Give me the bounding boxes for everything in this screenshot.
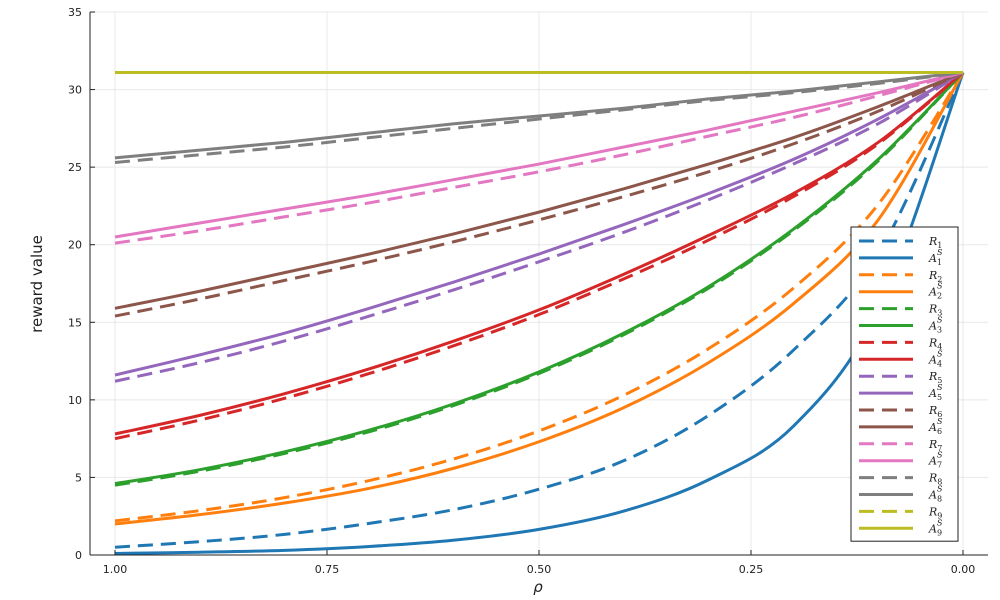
y-tick-label: 5 [75, 471, 82, 484]
x-axis-label: ρ [533, 578, 543, 596]
series-line-a-8-s [114, 71, 964, 160]
y-tick-label: 15 [68, 316, 82, 329]
series-line-r-5 [114, 71, 964, 383]
y-tick-label: 30 [68, 84, 82, 97]
legend-entry-label: R2 [928, 269, 942, 284]
series-line-a-2-s [114, 71, 965, 526]
legend-entry-label: R9 [928, 505, 942, 520]
legend-entry-label: R8 [928, 472, 942, 487]
legend-entry-label: A4S [928, 349, 943, 368]
x-tick-label: 0.75 [315, 563, 340, 576]
series-line-r-2 [114, 71, 965, 523]
y-tick-label: 20 [68, 239, 82, 252]
legend-entry-label: R6 [928, 404, 942, 419]
series-line-r-4 [114, 71, 964, 441]
x-tick-label: 1.00 [103, 563, 128, 576]
legend-entry-label: A5S [928, 383, 943, 402]
x-tick-label: 0.50 [527, 563, 552, 576]
axes: 0 5 10 15 20 25 30 35 1.00 0.75 0.50 0.25 0.00 [68, 6, 988, 576]
legend-entry-label: R3 [928, 303, 942, 318]
y-tick-label: 25 [68, 161, 82, 174]
legend-entry-label: A9S [928, 518, 943, 537]
legend-entry-label: A8S [928, 485, 943, 504]
x-tick-label: 0.25 [739, 563, 764, 576]
series-line-a-7-s [114, 71, 964, 239]
series-line-r-8 [114, 71, 964, 164]
series-line-a-4-s [114, 71, 964, 436]
legend-entry-label: A1S [928, 248, 943, 267]
series-line-r-7 [114, 71, 964, 245]
legend-entry-label: A6S [928, 417, 943, 436]
legend-box [850, 226, 959, 542]
legend-entry-label: A2S [928, 282, 943, 301]
legend-entry-label: R1 [928, 235, 942, 250]
legend-entry-label: R4 [928, 336, 942, 351]
grid [90, 11, 988, 556]
y-tick-label: 0 [75, 549, 82, 562]
series-line-a-6-s [114, 71, 964, 310]
legend-entry-label: A7S [928, 451, 943, 470]
x-tick-label: 0.00 [951, 563, 976, 576]
series-line-r-6 [114, 71, 964, 318]
y-axis-label: reward value [28, 235, 46, 333]
legend-entry-label: R7 [928, 438, 942, 453]
y-tick-label: 35 [68, 6, 82, 19]
legend-entry-label: R5 [928, 370, 942, 385]
series-line-a-3-s [114, 71, 965, 486]
series-line-a-5-s [114, 71, 964, 377]
legend-entry-label: A3S [928, 316, 943, 335]
y-tick-label: 10 [68, 394, 82, 407]
